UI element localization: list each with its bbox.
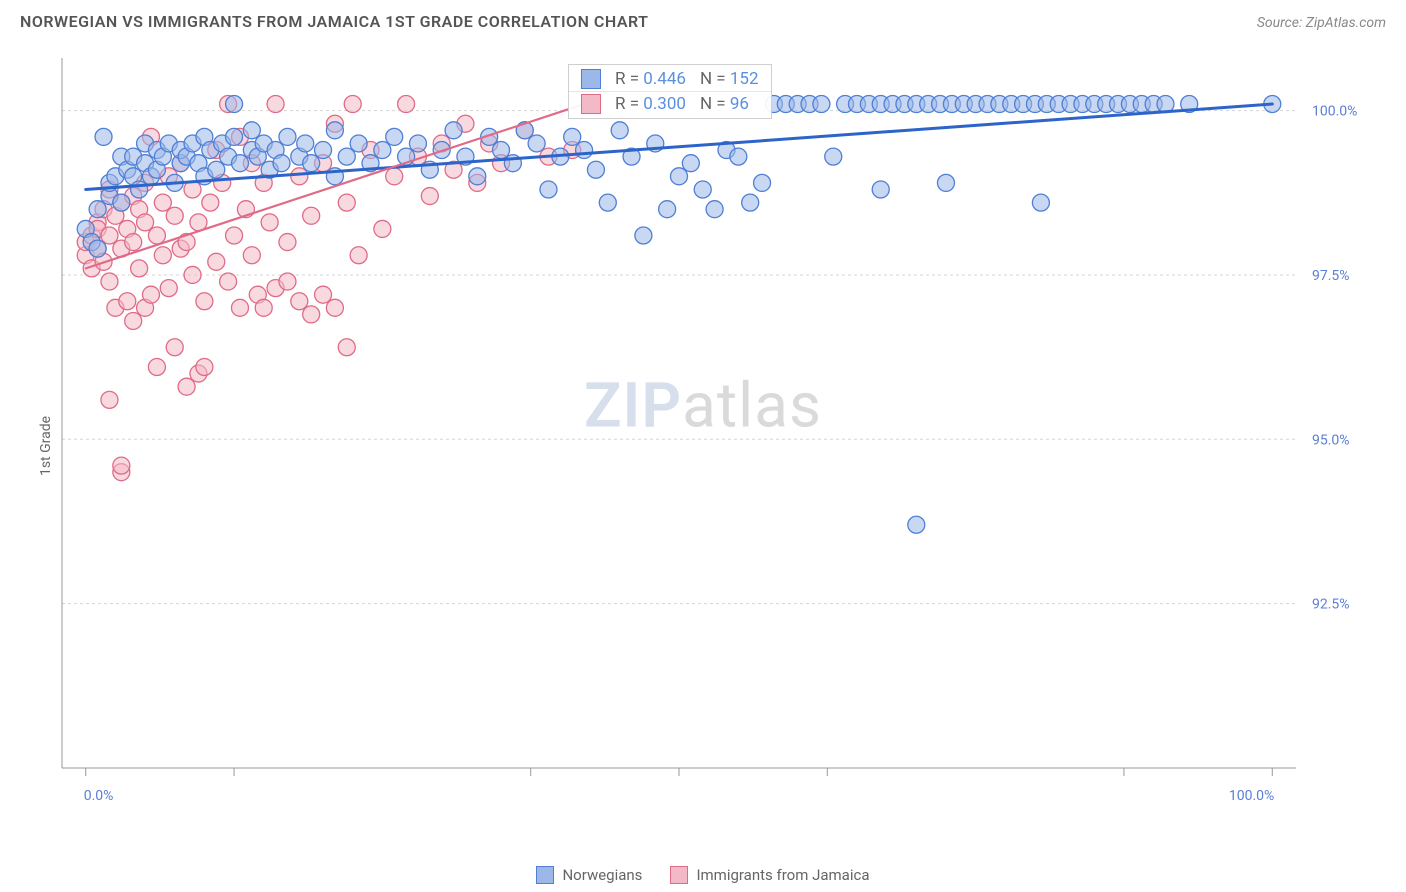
svg-text:97.5%: 97.5% [1312,268,1350,284]
legend-label-norwegians: Norwegians [562,866,642,884]
legend-item-jamaica: Immigrants from Jamaica [670,866,869,884]
legend-swatch-norwegians-icon [581,69,601,89]
legend-item-norwegians: Norwegians [536,866,642,884]
svg-text:100.0%: 100.0% [1229,788,1274,804]
svg-text:95.0%: 95.0% [1312,432,1350,448]
legend-swatch-jamaica-icon [581,94,601,114]
correlation-stats-box: R = 0.446 N = 152 R = 0.300 N = 96 [568,64,772,119]
legend-swatch-jamaica-icon [670,866,688,884]
bottom-legend: Norwegians Immigrants from Jamaica [0,866,1406,884]
chart-area: 1st Grade 100.0%97.5%95.0%92.5%0.0%100.0… [20,50,1386,842]
source-label: Source: ZipAtlas.com [1257,15,1386,31]
svg-text:0.0%: 0.0% [84,788,114,804]
scatter-chart: 100.0% 97.5% 95.0% 92.5% 0.0% 100.0% [20,50,1386,810]
svg-text:92.5%: 92.5% [1312,597,1350,613]
stats-row-jamaica: R = 0.300 N = 96 [569,92,771,116]
legend-swatch-norwegians-icon [536,866,554,884]
svg-text:100.0%: 100.0% [1312,104,1357,120]
y-axis-title: 1st Grade [38,416,54,476]
stats-row-norwegians: R = 0.446 N = 152 [569,67,771,92]
legend-label-jamaica: Immigrants from Jamaica [696,866,869,884]
chart-title: NORWEGIAN VS IMMIGRANTS FROM JAMAICA 1ST… [20,12,649,31]
